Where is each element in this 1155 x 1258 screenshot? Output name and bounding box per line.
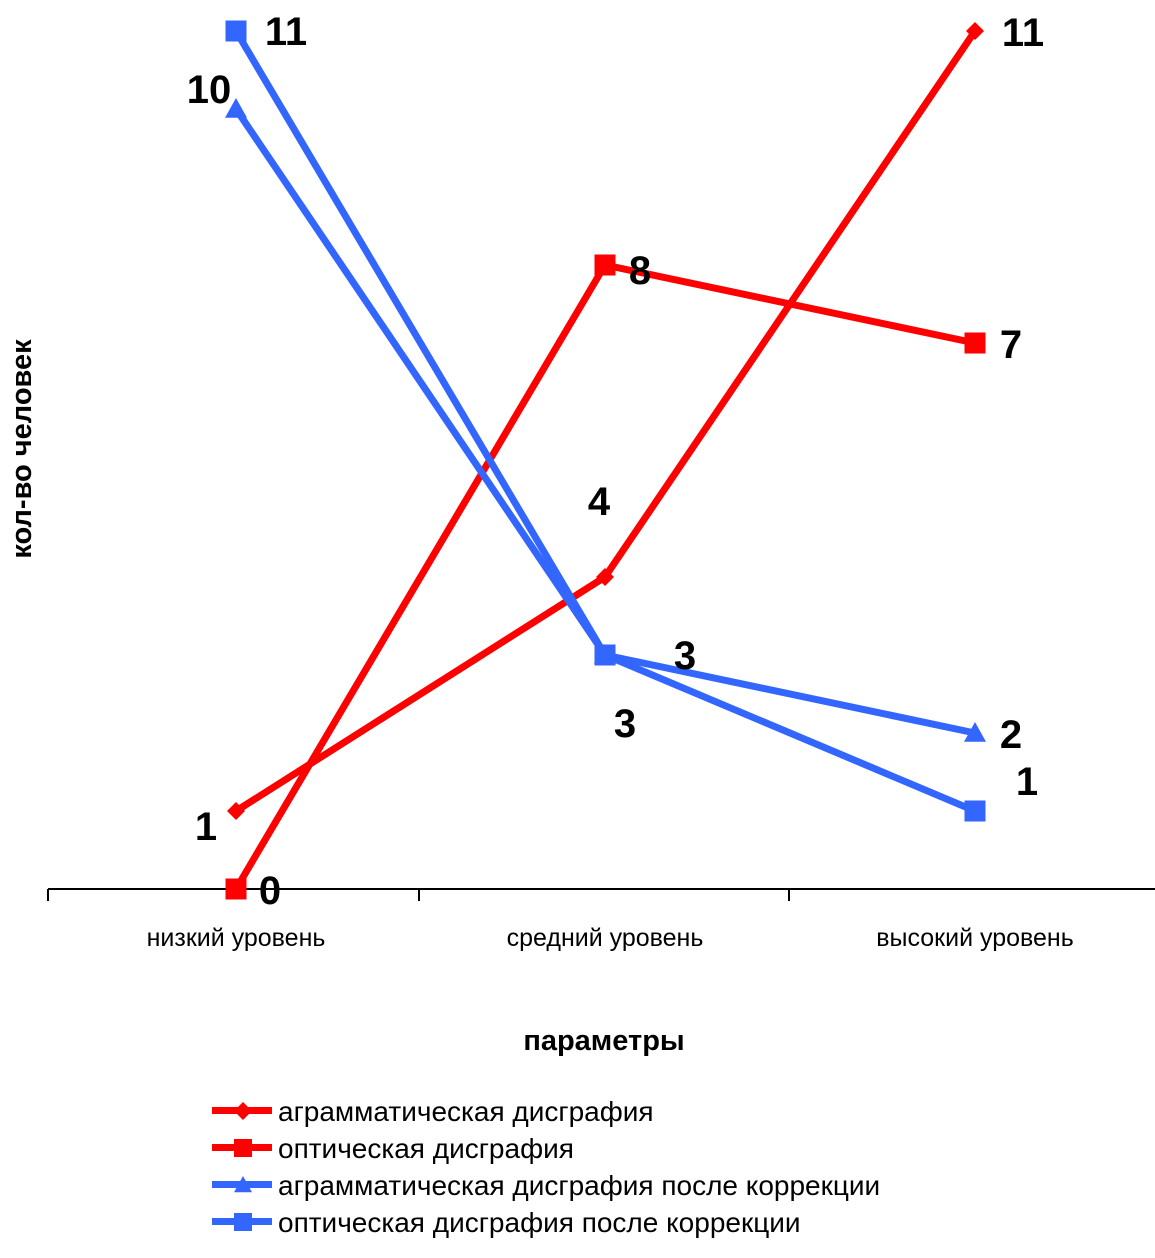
legend-item: аграмматическая дисграфия xyxy=(212,1093,880,1130)
data-labels: 1 4 11 0 8 7 10 3 2 11 3 1 xyxy=(187,10,1044,913)
legend: аграмматическая дисграфия оптическая дис… xyxy=(212,1093,880,1241)
series-1 xyxy=(227,22,984,820)
line-chart: низкий уровень средний уровень высокий у… xyxy=(6,10,1155,1057)
square-marker-icon xyxy=(234,1213,252,1231)
data-label: 0 xyxy=(259,869,281,913)
axes: низкий уровень средний уровень высокий у… xyxy=(6,339,1155,1057)
diamond-marker-icon xyxy=(234,1102,252,1120)
legend-item: оптическая дисграфия xyxy=(212,1130,880,1167)
legend-label: аграмматическая дисграфия xyxy=(278,1095,654,1127)
legend-swatch xyxy=(212,1130,272,1167)
x-tick-label: средний уровень xyxy=(507,924,704,952)
data-label: 11 xyxy=(1002,11,1044,55)
data-label: 8 xyxy=(629,249,651,293)
data-point xyxy=(225,20,247,42)
data-point xyxy=(225,98,247,118)
data-point xyxy=(596,568,614,586)
series-line xyxy=(234,29,978,814)
data-point xyxy=(225,878,247,900)
legend-label: оптическая дисграфия после коррекции xyxy=(278,1206,801,1238)
data-label: 1 xyxy=(195,805,217,849)
data-point xyxy=(964,800,986,822)
data-label: 3 xyxy=(674,634,696,678)
x-tick-label: высокий уровень xyxy=(876,924,1074,952)
data-point xyxy=(964,332,986,354)
data-label: 4 xyxy=(588,480,611,524)
x-axis-title: параметры xyxy=(523,1025,684,1057)
y-axis-title: кол-во человек xyxy=(6,339,38,559)
legend-label: оптическая дисграфия xyxy=(278,1132,574,1164)
series-layer xyxy=(225,20,986,900)
data-point xyxy=(594,644,616,666)
triangle-marker-icon xyxy=(234,1176,252,1193)
square-marker-icon xyxy=(234,1139,252,1157)
series-4 xyxy=(225,20,986,822)
data-point xyxy=(227,802,245,820)
legend-item: оптическая дисграфия после коррекции xyxy=(212,1204,880,1241)
series-line xyxy=(233,107,976,737)
data-label: 2 xyxy=(1000,713,1022,757)
data-label: 1 xyxy=(1016,760,1038,804)
legend-swatch xyxy=(212,1204,272,1241)
x-tick-label: низкий уровень xyxy=(147,924,326,952)
data-point xyxy=(966,22,984,40)
data-label: 3 xyxy=(614,702,636,746)
series-line xyxy=(232,29,977,815)
data-point xyxy=(594,254,616,276)
legend-swatch xyxy=(212,1167,272,1204)
series-2 xyxy=(225,254,986,900)
legend-item: аграмматическая дисграфия после коррекци… xyxy=(212,1167,880,1204)
legend-swatch xyxy=(212,1093,272,1130)
data-point xyxy=(964,722,986,742)
data-label: 10 xyxy=(187,68,232,112)
legend-label: аграмматическая дисграфия после коррекци… xyxy=(278,1169,881,1201)
data-label: 7 xyxy=(1000,323,1022,367)
data-label: 11 xyxy=(265,10,307,54)
